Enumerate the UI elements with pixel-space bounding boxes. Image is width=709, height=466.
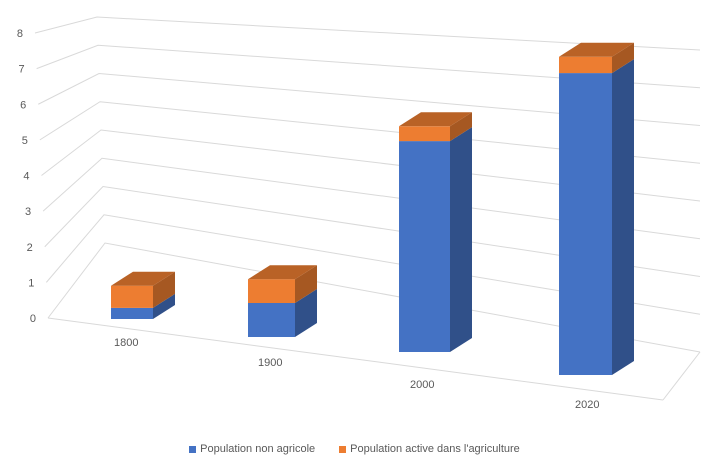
legend-label: Population active dans l'agriculture bbox=[350, 443, 520, 455]
x-tick-label: 2000 bbox=[410, 379, 434, 391]
legend-label: Population non agricole bbox=[200, 443, 316, 455]
bar-side bbox=[295, 265, 317, 303]
legend-swatch-blue bbox=[189, 445, 197, 453]
x-tick-label: 2020 bbox=[575, 399, 599, 411]
gridline bbox=[41, 129, 701, 202]
gridline bbox=[42, 157, 701, 240]
bar-side bbox=[153, 293, 175, 319]
gridline bbox=[34, 16, 701, 51]
gridline bbox=[39, 101, 701, 164]
bar-top bbox=[111, 271, 175, 286]
y-tick-label: 7 bbox=[19, 64, 25, 76]
legend-swatch-orange bbox=[339, 445, 347, 453]
bar-front-agriculture bbox=[111, 285, 153, 308]
bar-top bbox=[399, 112, 472, 127]
gridline bbox=[36, 44, 701, 89]
bar-side bbox=[450, 127, 472, 352]
y-tick-label: 1 bbox=[28, 277, 34, 289]
y-tick-label: 0 bbox=[30, 313, 36, 325]
bar-front-agriculture bbox=[399, 126, 450, 142]
bar-front-non-agricole bbox=[559, 73, 612, 375]
bar-front-non-agricole bbox=[399, 141, 450, 352]
bar-side bbox=[153, 271, 175, 308]
gridline bbox=[38, 72, 701, 126]
legend: Population non agricole Population activ… bbox=[0, 443, 709, 455]
bar-side bbox=[295, 289, 317, 337]
gridline bbox=[47, 242, 701, 353]
bar-top bbox=[248, 265, 317, 280]
bar-side bbox=[612, 59, 634, 375]
bar-front-agriculture bbox=[559, 56, 612, 74]
bar-front-agriculture bbox=[248, 279, 295, 303]
x-tick-label: 1800 bbox=[114, 337, 138, 349]
legend-item-non-agricole: Population non agricole bbox=[189, 443, 315, 455]
y-tick-label: 6 bbox=[20, 99, 26, 111]
floor-edge bbox=[47, 317, 664, 401]
bar-side bbox=[450, 112, 472, 142]
y-tick-label: 3 bbox=[25, 206, 31, 218]
bar-front-non-agricole bbox=[248, 303, 295, 337]
bar-front-non-agricole bbox=[111, 307, 153, 319]
x-tick-label: 1900 bbox=[258, 357, 282, 369]
bar-side bbox=[612, 42, 634, 74]
floor-edge bbox=[662, 351, 701, 401]
y-tick-label: 5 bbox=[22, 135, 28, 147]
legend-item-agriculture: Population active dans l'agriculture bbox=[339, 443, 520, 455]
y-tick-label: 8 bbox=[17, 28, 23, 40]
bar-top bbox=[559, 42, 634, 57]
gridline bbox=[44, 185, 701, 277]
gridline bbox=[45, 214, 701, 315]
y-tick-label: 4 bbox=[23, 171, 29, 183]
y-tick-label: 2 bbox=[27, 242, 33, 254]
